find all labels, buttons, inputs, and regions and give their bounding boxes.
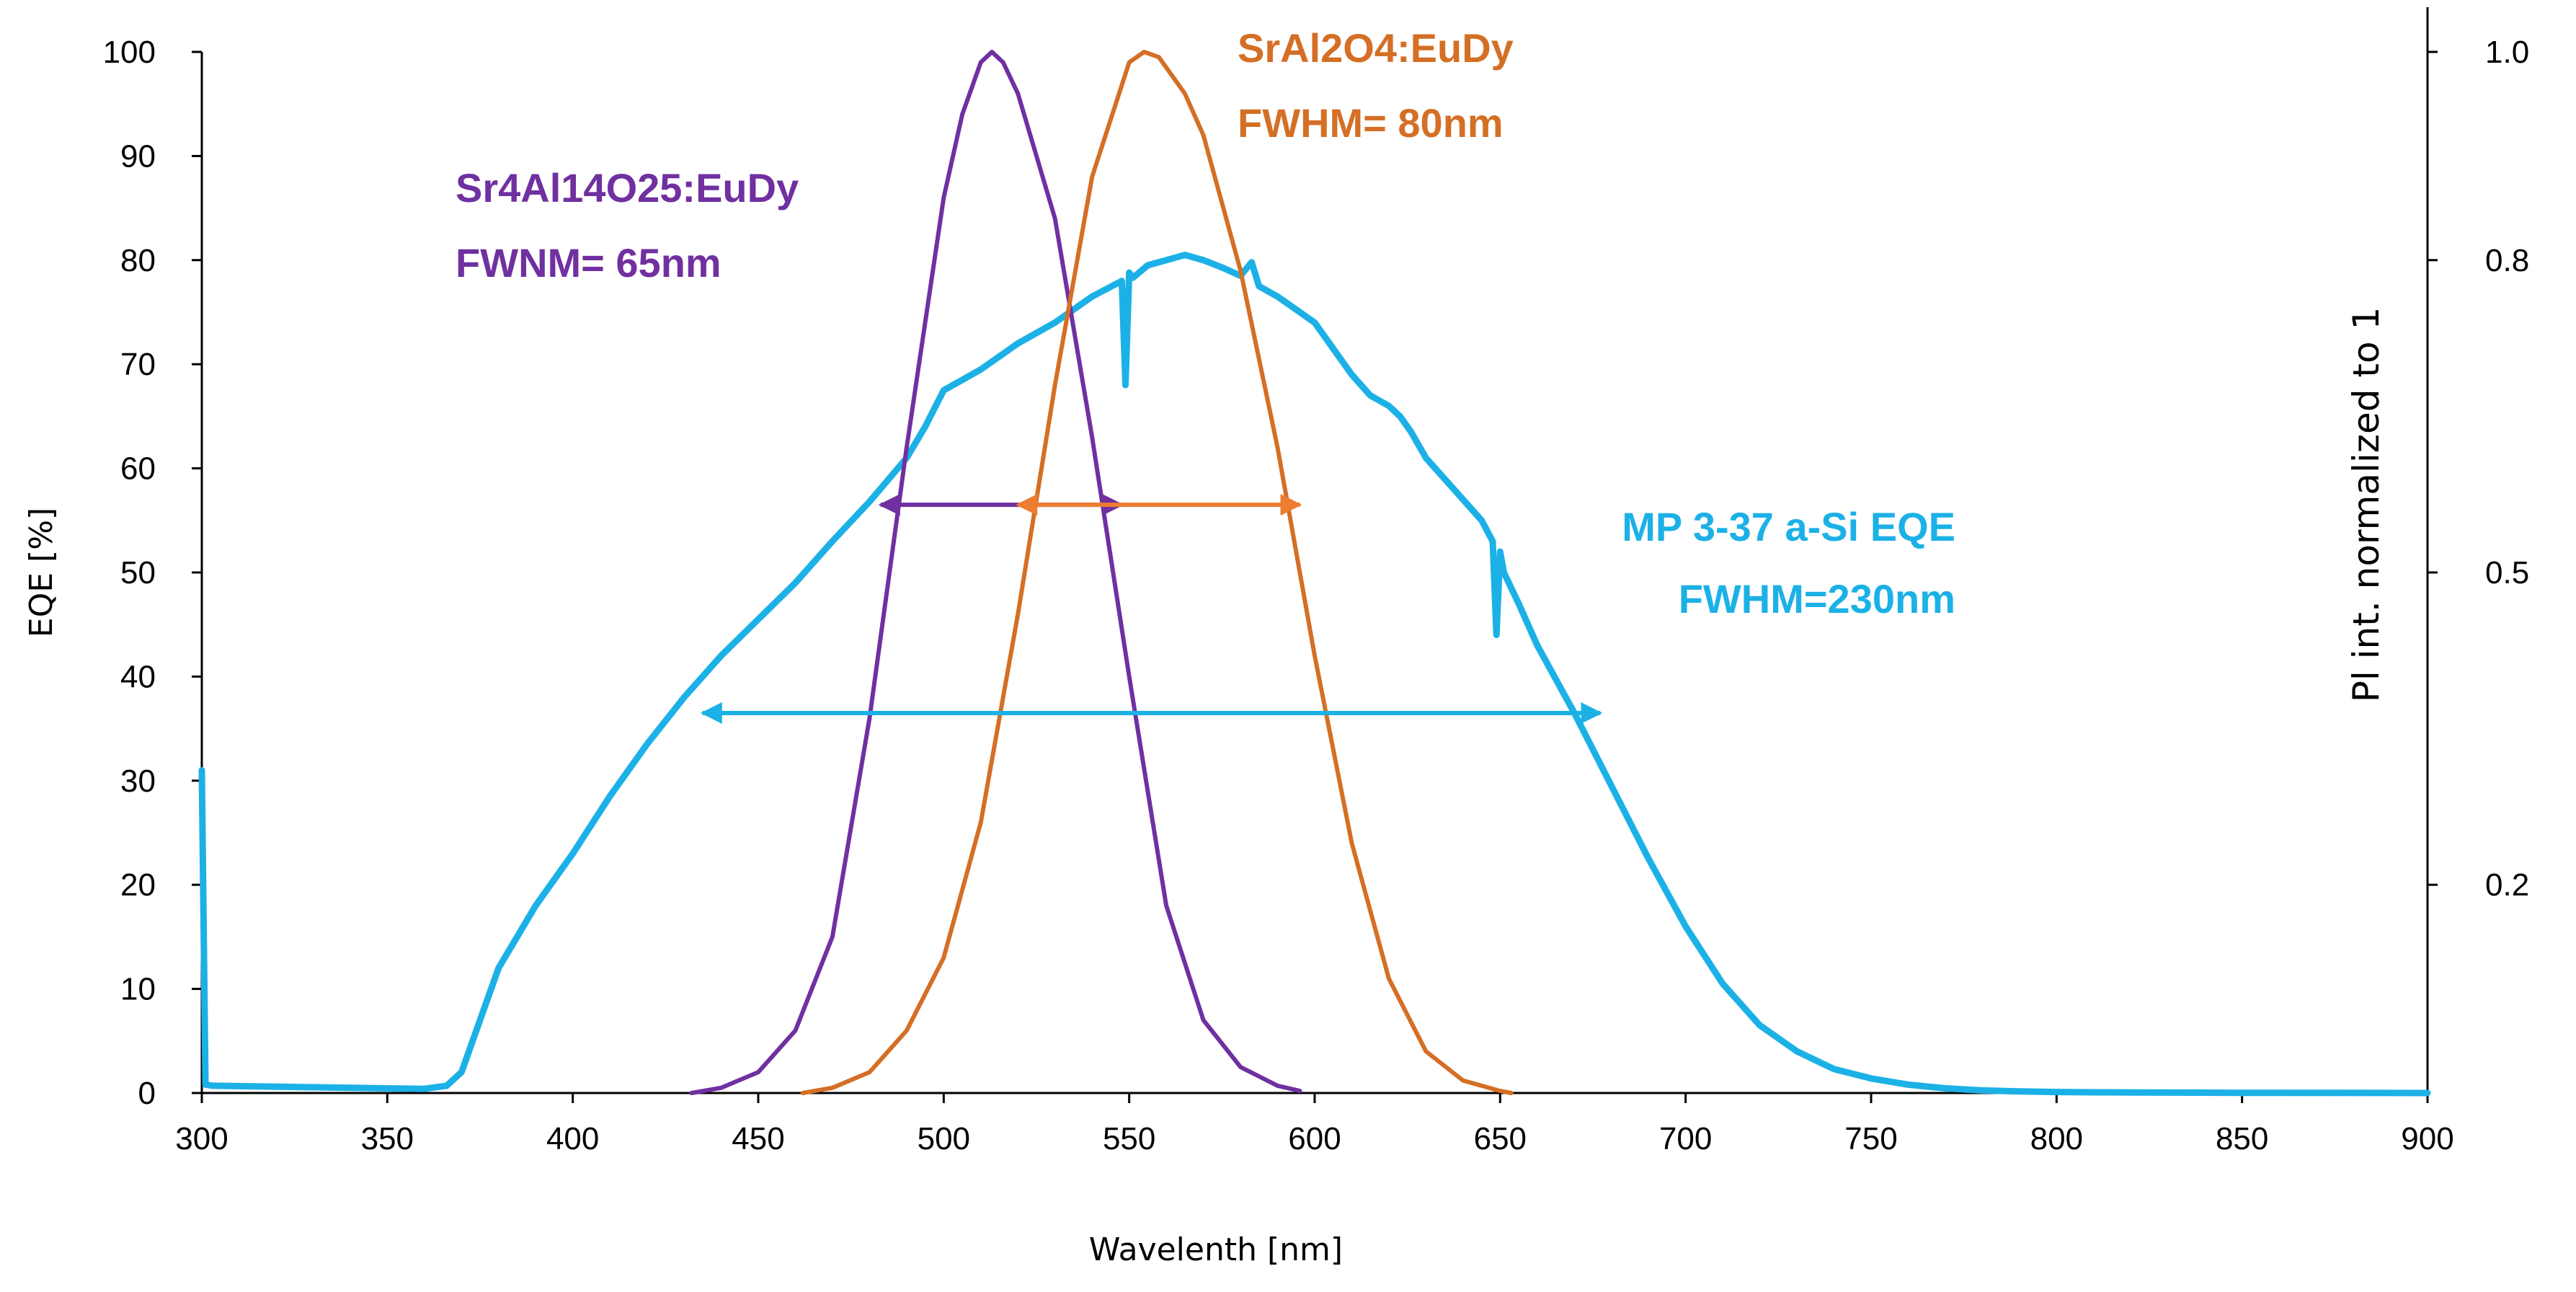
- x-tick-label: 450: [732, 1121, 784, 1156]
- fwhm-arrows: [700, 494, 1603, 724]
- y-tick-label: 80: [120, 243, 156, 278]
- y-tick-label: 60: [120, 451, 156, 487]
- annotation-blue-title: MP 3-37 a-Si EQE: [1622, 504, 1955, 549]
- annotation-blue-fwhm: FWHM=230nm: [1679, 576, 1955, 621]
- x-tick-label: 300: [175, 1121, 228, 1156]
- x-tick-label: 850: [2216, 1121, 2268, 1156]
- annotation-purple-title: Sr4Al14O25:EuDy: [456, 165, 799, 211]
- series-layer: [198, 50, 2431, 1097]
- x-axis-title: Wavelenth [nm]: [1089, 1231, 1343, 1268]
- annotation-purple-fwhm: FWNM= 65nm: [456, 240, 721, 286]
- x-tick-label: 650: [1474, 1121, 1527, 1156]
- y-tick-label: 10: [120, 972, 156, 1007]
- x-tick-label: 400: [546, 1121, 599, 1156]
- y-axis-title: EQE [%]: [23, 508, 60, 637]
- series-line-sral2o4: [800, 50, 1514, 1095]
- x-tick-label: 800: [2030, 1121, 2083, 1156]
- y-tick-label: 70: [120, 347, 156, 382]
- y-tick-label: 40: [120, 659, 156, 694]
- annotation-orange-fwhm: FWHM= 80nm: [1238, 100, 1504, 146]
- series-line-eqe: [198, 252, 2431, 1097]
- y-tick-label: 20: [120, 867, 156, 903]
- y2-tick-label: 1.0: [2485, 35, 2529, 70]
- series-line-sr4al14o25: [689, 50, 1302, 1095]
- x-tick-label: 600: [1288, 1121, 1341, 1156]
- y-tick-label: 50: [120, 555, 156, 590]
- y2-axis-title: Pl int. normalized to 1: [2345, 307, 2387, 703]
- x-tick-label: 500: [918, 1121, 970, 1156]
- x-tick-label: 700: [1659, 1121, 1712, 1156]
- annotation-orange-title: SrAl2O4:EuDy: [1238, 25, 1514, 71]
- x-axis-ticks: 300 350 400 450 500 550 600 650 700 750 800 850 900: [175, 1093, 2454, 1156]
- y-axis-ticks: 0 10 20 30 40 50 60 70 80 90 100: [103, 35, 202, 1111]
- x-tick-label: 550: [1103, 1121, 1155, 1156]
- y2-tick-label: 0.8: [2485, 243, 2529, 278]
- x-tick-label: 900: [2401, 1121, 2453, 1156]
- y-tick-label: 100: [103, 35, 156, 70]
- y2-tick-label: 0.5: [2485, 555, 2529, 590]
- y2-tick-label: 0.2: [2485, 867, 2529, 903]
- x-tick-label: 750: [1844, 1121, 1897, 1156]
- y-tick-label: 90: [120, 138, 156, 174]
- y2-axis-ticks: 0.2 0.5 0.8 1.0: [2428, 35, 2529, 903]
- y-tick-label: 30: [120, 764, 156, 799]
- x-tick-label: 350: [361, 1121, 414, 1156]
- y-tick-label: 0: [138, 1076, 156, 1111]
